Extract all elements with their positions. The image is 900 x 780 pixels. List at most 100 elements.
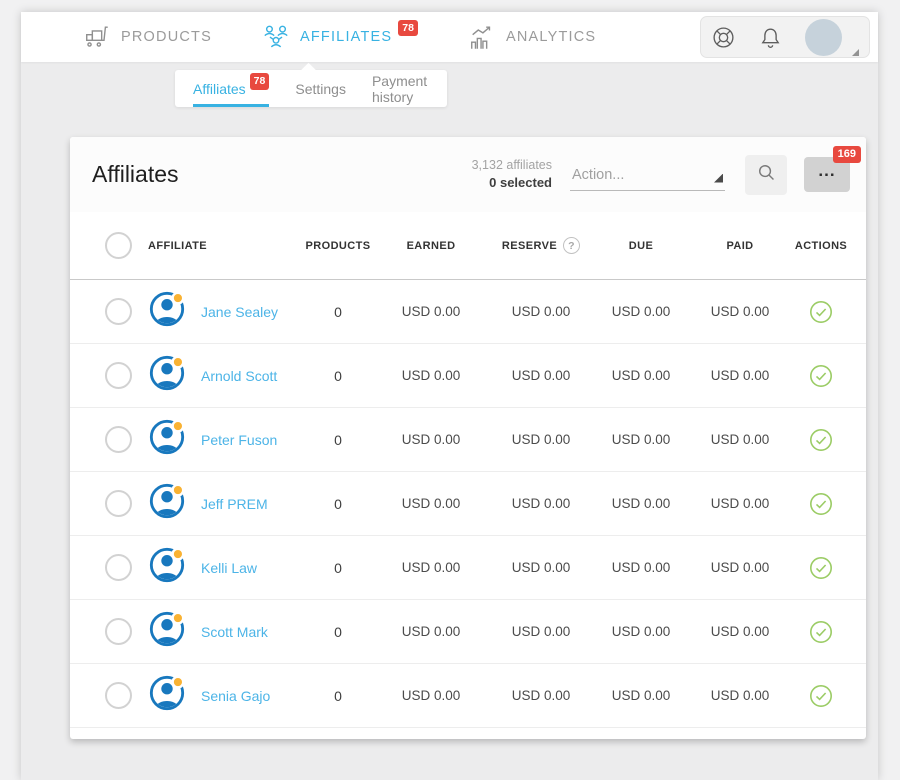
affiliate-avatar-icon	[148, 418, 186, 461]
selection-stats: 3,132 affiliates 0 selected	[472, 156, 552, 193]
affiliate-name-link[interactable]: Jeff PREM	[201, 495, 268, 512]
paid-amount: USD 0.00	[710, 688, 770, 703]
reserve-amount: USD 0.00	[511, 368, 571, 383]
due-amount: USD 0.00	[611, 496, 671, 511]
cart-icon	[83, 25, 111, 50]
nav-item-products[interactable]: PRODUCTS	[83, 25, 212, 50]
table-row: Jeff PREM 0 USD 0.00 USD 0.00 USD 0.00 U…	[70, 472, 866, 536]
products-count: 0	[334, 559, 342, 576]
section-tabbar: Affiliates 78 Settings Payment history	[175, 70, 447, 107]
row-checkbox[interactable]	[104, 490, 132, 517]
affiliate-name-link[interactable]: Scott Mark	[201, 623, 268, 640]
due-amount: USD 0.00	[611, 304, 671, 319]
row-checkbox[interactable]	[104, 554, 132, 581]
products-count: 0	[334, 687, 342, 704]
row-checkbox[interactable]	[104, 682, 132, 709]
selected-count-text: 0 selected	[489, 175, 552, 191]
paid-amount: USD 0.00	[710, 496, 770, 511]
affiliate-name-link[interactable]: Senia Gajo	[201, 687, 271, 704]
products-count: 0	[334, 303, 342, 320]
reserve-help-icon[interactable]: ?	[563, 237, 581, 254]
affiliate-avatar-icon	[148, 482, 186, 525]
due-amount: USD 0.00	[611, 368, 671, 383]
products-count: 0	[334, 367, 342, 384]
approve-action-button[interactable]	[790, 556, 852, 580]
approve-action-button[interactable]	[790, 620, 852, 644]
due-amount: USD 0.00	[611, 688, 671, 703]
row-checkbox[interactable]	[104, 426, 132, 453]
affiliate-avatar-icon	[148, 610, 186, 653]
approve-action-button[interactable]	[790, 684, 852, 708]
reserve-amount: USD 0.00	[511, 624, 571, 639]
select-all-checkbox[interactable]	[104, 232, 132, 259]
products-count: 0	[334, 623, 342, 640]
paid-amount: USD 0.00	[710, 304, 770, 319]
earned-amount: USD 0.00	[401, 304, 461, 319]
col-header-due: DUE	[628, 239, 654, 252]
earned-amount: USD 0.00	[401, 688, 461, 703]
paid-amount: USD 0.00	[710, 368, 770, 383]
tab-affiliates[interactable]: Affiliates 78	[193, 70, 270, 107]
more-actions-button[interactable]: ... 169	[804, 146, 861, 192]
table-row: Kelli Law 0 USD 0.00 USD 0.00 USD 0.00 U…	[70, 536, 866, 600]
col-header-actions: ACTIONS	[794, 239, 848, 252]
table-row: Arnold Scott 0 USD 0.00 USD 0.00 USD 0.0…	[70, 344, 866, 408]
affiliate-table-body: Jane Sealey 0 USD 0.00 USD 0.00 USD 0.00…	[70, 280, 866, 728]
earned-amount: USD 0.00	[401, 496, 461, 511]
earned-amount: USD 0.00	[401, 432, 461, 447]
bulk-action-placeholder: Action...	[572, 166, 625, 183]
due-amount: USD 0.00	[611, 624, 671, 639]
affiliate-avatar-icon	[148, 674, 186, 717]
col-header-paid: PAID	[726, 239, 754, 252]
paid-amount: USD 0.00	[710, 432, 770, 447]
reserve-amount: USD 0.00	[511, 304, 571, 319]
paid-amount: USD 0.00	[710, 624, 770, 639]
tab-settings[interactable]: Settings	[295, 70, 346, 107]
approve-action-button[interactable]	[790, 300, 852, 324]
search-button[interactable]	[745, 154, 787, 195]
bulk-action-select[interactable]: Action...	[570, 167, 725, 191]
ellipsis-icon: ...	[818, 161, 836, 180]
row-checkbox[interactable]	[104, 362, 132, 389]
user-avatar[interactable]	[805, 18, 842, 56]
col-header-affiliate: AFFILIATE	[148, 239, 207, 252]
tab-affiliates-label: Affiliates	[193, 80, 246, 97]
affiliate-count-text: 3,132 affiliates	[471, 158, 552, 173]
panel-header: Affiliates 3,132 affiliates 0 selected A…	[70, 137, 866, 212]
tab-payment-history[interactable]: Payment history	[372, 70, 429, 107]
paid-amount: USD 0.00	[710, 560, 770, 575]
reserve-amount: USD 0.00	[511, 496, 571, 511]
affiliate-avatar-icon	[148, 354, 186, 397]
tab-affiliates-badge: 78	[249, 73, 270, 90]
notifications-bell-icon[interactable]	[758, 25, 783, 50]
affiliate-name-link[interactable]: Peter Fuson	[201, 431, 278, 448]
approve-action-button[interactable]	[790, 428, 852, 452]
col-header-reserve: RESERVE ?	[490, 237, 592, 254]
nav-label-affiliates: AFFILIATES	[299, 29, 393, 45]
affiliate-name-link[interactable]: Kelli Law	[201, 559, 258, 576]
col-header-products: PRODUCTS	[305, 239, 371, 252]
row-checkbox[interactable]	[104, 618, 132, 645]
help-lifebuoy-icon[interactable]	[711, 25, 736, 50]
table-row: Jane Sealey 0 USD 0.00 USD 0.00 USD 0.00…	[70, 280, 866, 344]
affiliate-name-link[interactable]: Arnold Scott	[201, 367, 278, 384]
nav-label-analytics: ANALYTICS	[505, 29, 597, 45]
affiliates-count-badge: 78	[398, 19, 418, 37]
nav-item-affiliates[interactable]: AFFILIATES 78	[262, 19, 418, 51]
nav-item-analytics[interactable]: ANALYTICS	[468, 25, 596, 50]
earned-amount: USD 0.00	[401, 368, 461, 383]
table-row: Senia Gajo 0 USD 0.00 USD 0.00 USD 0.00 …	[70, 664, 866, 728]
more-actions-badge: 169	[832, 146, 861, 163]
affiliate-name-link[interactable]: Jane Sealey	[201, 303, 279, 320]
table-row: Scott Mark 0 USD 0.00 USD 0.00 USD 0.00 …	[70, 600, 866, 664]
earned-amount: USD 0.00	[401, 624, 461, 639]
products-count: 0	[334, 431, 342, 448]
tab-payment-history-label: Payment history	[371, 72, 428, 105]
table-header-row: AFFILIATE PRODUCTS EARNED RESERVE ? DUE …	[70, 212, 866, 280]
approve-action-button[interactable]	[790, 364, 852, 388]
approve-action-button[interactable]	[790, 492, 852, 516]
row-checkbox[interactable]	[104, 298, 132, 325]
chart-icon	[468, 25, 496, 50]
top-navigation-bar: PRODUCTS AFFILIATES 78	[21, 12, 878, 62]
user-menu-caret-icon[interactable]	[852, 48, 859, 56]
